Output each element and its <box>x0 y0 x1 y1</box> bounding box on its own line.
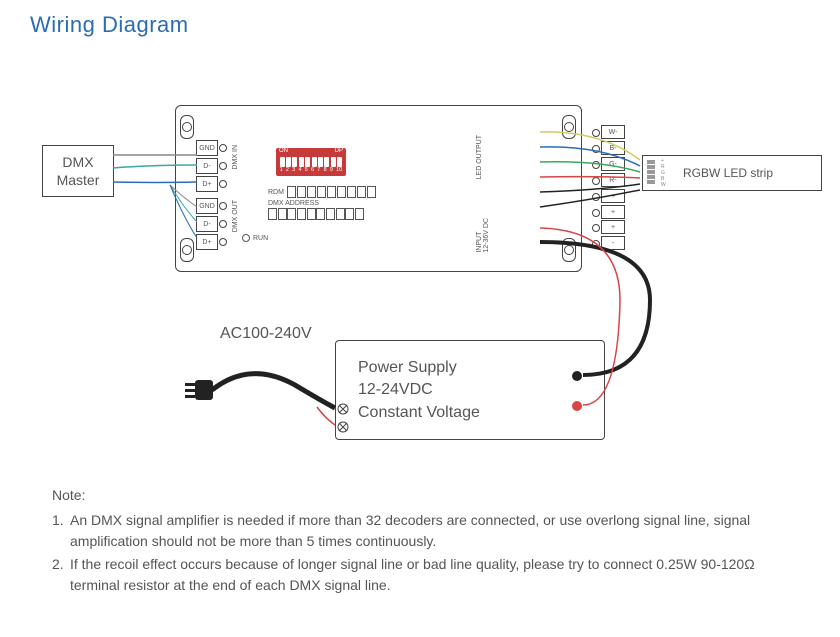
dmx-out-block: GND D- D+ <box>196 198 218 252</box>
terminal-dplus-in: D+ <box>196 176 218 192</box>
ps-line1: Power Supply <box>358 357 582 379</box>
ac-plug-icon <box>185 375 213 405</box>
dip-on: ON <box>279 148 288 154</box>
page-title: Wiring Diagram <box>30 12 189 38</box>
dip-n5: 5 <box>305 167 308 173</box>
dmx-in-block: GND D- D+ <box>196 140 218 194</box>
dip-switch: ON DP 1 2 3 4 5 6 7 8 9 10 <box>276 148 346 176</box>
terminal-gnd-in: GND <box>196 140 218 156</box>
dmx-address-label: DMX ADDRESS <box>268 200 364 207</box>
notes-section: Note: 1. An DMX signal amplifier is need… <box>52 485 800 598</box>
dip-n3: 3 <box>292 167 295 173</box>
term-b: B- <box>601 141 625 155</box>
term-w: W- <box>601 125 625 139</box>
power-supply-box: Power Supply 12-24VDC Constant Voltage <box>335 340 605 440</box>
terminal-gnd-out: GND <box>196 198 218 214</box>
note-1: 1. An DMX signal amplifier is needed if … <box>52 510 800 552</box>
ac-voltage-label: AC100-240V <box>220 325 312 343</box>
decoder-body <box>175 105 582 272</box>
run-led: RUN <box>242 234 268 242</box>
dip-n2: 2 <box>286 167 289 173</box>
mount-hole-tl <box>180 115 194 139</box>
dmx-out-label: DMX OUT <box>232 200 239 232</box>
dmx-master-label1: DMX <box>57 153 100 171</box>
dip-n6: 6 <box>311 167 314 173</box>
terminal-dminus-in: D- <box>196 158 218 174</box>
dip-n8: 8 <box>324 167 327 173</box>
led-strip-pad-labels: + R G B W <box>661 158 666 188</box>
notes-title: Note: <box>52 485 800 506</box>
led-strip-label: RGBW LED strip <box>683 166 773 180</box>
term-g: G- <box>601 157 625 171</box>
term-plus1: + <box>601 189 625 203</box>
led-output-block: W- B- G- R- + + <box>601 125 625 221</box>
note-2-text: If the recoil effect occurs because of l… <box>70 554 800 596</box>
mount-hole-br <box>562 238 576 262</box>
note-2: 2. If the recoil effect occurs because o… <box>52 554 800 596</box>
ps-line3: Constant Voltage <box>358 402 582 424</box>
rdm-label: RDM <box>268 189 284 196</box>
terminal-dminus-out: D- <box>196 216 218 232</box>
dip-n4: 4 <box>298 167 301 173</box>
ps-line2: 12-24VDC <box>358 379 582 401</box>
term-plus2: + <box>601 205 625 219</box>
led-strip-pads <box>647 160 655 184</box>
dc-out-neg <box>572 371 582 381</box>
dmx-master-box: DMX Master <box>42 145 114 197</box>
term-r: R- <box>601 173 625 187</box>
term-in-plus: + <box>601 220 625 234</box>
terminal-dplus-out: D+ <box>196 234 218 250</box>
dip-dp: DP <box>335 148 343 154</box>
term-in-minus: - <box>601 236 625 250</box>
dmx-master-label2: Master <box>57 171 100 189</box>
ac-inlet-2 <box>335 419 359 443</box>
dip-n9: 9 <box>330 167 333 173</box>
dip-n10: 10 <box>336 167 342 173</box>
led-strip-box: + R G B W RGBW LED strip <box>642 155 822 191</box>
mount-hole-bl <box>180 238 194 262</box>
input-label: INPUT 12-36V DC <box>476 218 490 253</box>
dip-n7: 7 <box>317 167 320 173</box>
input-block: + - <box>601 220 625 252</box>
dip-n1: 1 <box>280 167 283 173</box>
led-output-label: LED OUTPUT <box>476 135 483 179</box>
mount-hole-tr <box>562 115 576 139</box>
note-1-text: An DMX signal amplifier is needed if mor… <box>70 510 800 552</box>
dc-out-pos <box>572 401 582 411</box>
dmx-in-label: DMX IN <box>232 145 239 170</box>
dmx-address-panel: RDM DMX ADDRESS <box>268 186 364 220</box>
